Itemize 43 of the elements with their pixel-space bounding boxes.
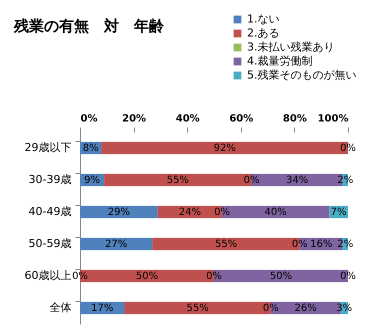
annotation: 0% — [72, 271, 88, 282]
legend-label: 5.残業そのものが無い — [247, 68, 356, 82]
data-label: 27% — [105, 239, 128, 250]
data-label: 34% — [286, 175, 308, 186]
y-tick-label: 60歳以上 — [24, 269, 72, 282]
data-label: 50% — [136, 271, 158, 282]
x-tick-label: 0% — [80, 114, 98, 124]
data-label: 55% — [166, 175, 189, 186]
data-label: 9% — [84, 175, 100, 186]
data-label: 8% — [82, 143, 99, 154]
annotation: 0% — [340, 271, 356, 282]
data-label: 7% — [330, 207, 347, 218]
chart-title: 残業の有無 対 年齢 — [13, 17, 165, 35]
data-label: 50% — [270, 271, 292, 282]
y-tick-label: 40-49歳 — [28, 205, 72, 218]
legend-label: 4.裁量労働制 — [247, 54, 312, 68]
data-label: 26% — [294, 303, 317, 314]
y-tick-label: 30-39歳 — [28, 173, 72, 186]
y-tick-label: 50-59歳 — [28, 237, 72, 250]
annotation: 0% — [340, 143, 356, 154]
legend-label: 1.ない — [247, 12, 280, 26]
y-tick-label: 全体 — [50, 301, 72, 314]
data-label: 92% — [214, 143, 236, 154]
x-tick-label: 100% — [318, 114, 348, 124]
legend-label: 2.ある — [247, 26, 280, 40]
data-label: 40% — [264, 207, 287, 218]
data-label: 24% — [178, 207, 201, 218]
data-label: 17% — [91, 303, 114, 314]
data-label: 55% — [186, 303, 209, 314]
x-tick-label: 80% — [282, 114, 307, 124]
annotation: 0% — [292, 239, 308, 250]
x-tick-label: 60% — [229, 114, 254, 124]
x-tick-label: 40% — [176, 114, 200, 124]
legend-label: 3.未払い残業あり — [247, 40, 334, 54]
y-tick-label: 29歳以下 — [24, 141, 72, 154]
x-tick-label: 20% — [122, 114, 146, 124]
annotation: 0% — [244, 175, 260, 186]
annotation: 0% — [206, 271, 222, 282]
data-label: 16% — [310, 239, 332, 250]
annotation: 0% — [214, 207, 230, 218]
data-label: 29% — [108, 207, 130, 218]
data-label: 55% — [214, 239, 238, 250]
annotation: 0% — [262, 303, 279, 314]
